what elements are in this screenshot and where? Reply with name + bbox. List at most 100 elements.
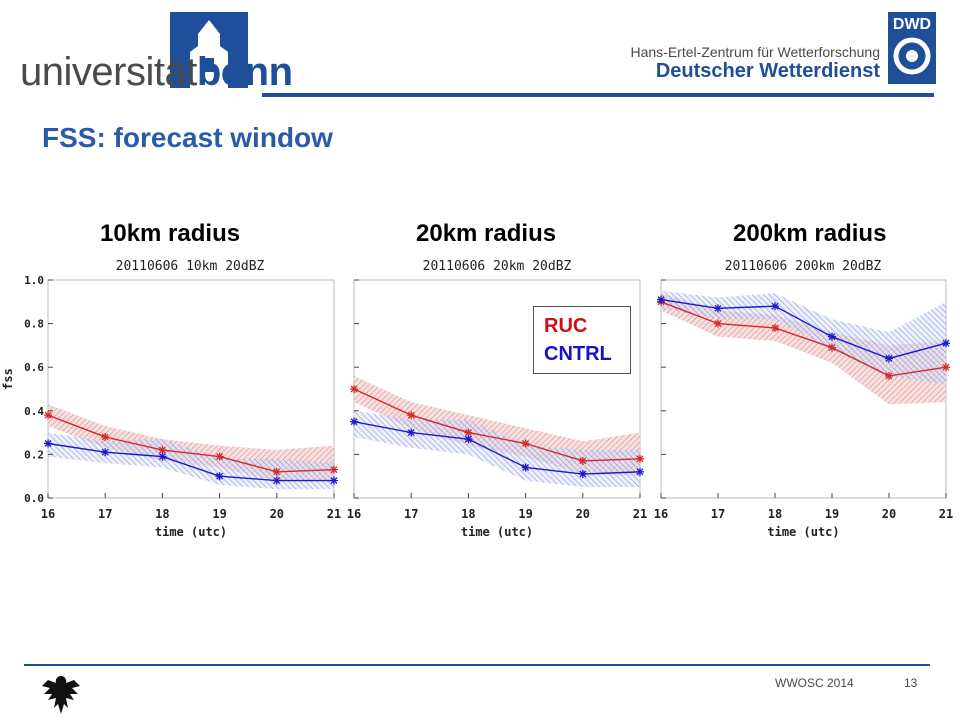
- point-ruc: [521, 439, 530, 448]
- x-axis-label: time (utc): [767, 525, 839, 539]
- point-cntrl: [272, 476, 281, 485]
- legend-cntrl: CNTRL: [544, 343, 612, 365]
- x-tick-label: 20: [270, 507, 284, 521]
- point-ruc: [578, 456, 587, 465]
- slide-title: FSS: forecast window: [42, 122, 333, 153]
- point-ruc: [330, 465, 338, 474]
- dwd-wordmark: Hans-Ertel-Zentrum für Wetterforschung D…: [631, 44, 881, 83]
- footer-conference: WWOSC 2014: [775, 676, 854, 690]
- university-prefix: universität: [20, 50, 197, 94]
- series-line-cntrl: [47, 442, 334, 482]
- x-tick-label: 19: [518, 507, 532, 521]
- chart-2: 20110606 20km 20dBZ 16 17 18 19 20 21 time (utc…: [347, 259, 647, 539]
- point-ruc: [407, 411, 416, 420]
- point-cntrl: [714, 304, 722, 313]
- university-suffix: bonn: [196, 50, 293, 94]
- point-cntrl: [771, 302, 779, 311]
- point-cntrl: [101, 448, 110, 457]
- x-tick-label: 20: [576, 507, 590, 521]
- x-tick-label: 21: [633, 507, 647, 521]
- fss-charts: 20110606 10km 20dBZ 16 17 18 19 20 21 time (utc…: [1, 259, 953, 539]
- point-cntrl: [636, 467, 644, 476]
- y-tick-label: 0.6: [24, 361, 44, 374]
- y-tick-label: 0.8: [24, 318, 44, 331]
- point-cntrl: [521, 463, 530, 472]
- x-tick-label: 19: [825, 507, 839, 521]
- x-tick-label: 16: [347, 507, 361, 521]
- band-ruc: [661, 293, 946, 405]
- y-tick-label: 1.0: [24, 274, 44, 287]
- point-cntrl: [942, 339, 950, 348]
- dwd-swirl-icon: [893, 37, 931, 75]
- x-tick-label: 16: [654, 507, 668, 521]
- x-axis-label: time (utc): [155, 525, 227, 539]
- point-cntrl: [657, 295, 665, 304]
- x-tick-label: 18: [768, 507, 782, 521]
- x-tick-label: 17: [404, 507, 418, 521]
- point-ruc: [885, 371, 893, 380]
- x-tick-label: 17: [98, 507, 112, 521]
- university-wordmark: universitätbonn: [20, 50, 293, 95]
- chart-title: 20110606 10km 20dBZ: [116, 259, 265, 274]
- point-cntrl: [464, 435, 473, 444]
- point-cntrl: [215, 472, 224, 481]
- chart-1: 20110606 10km 20dBZ 16 17 18 19 20 21 time (utc…: [1, 259, 341, 539]
- y-axis-label: fss: [1, 368, 15, 390]
- point-cntrl: [885, 354, 893, 363]
- dwd-logo: DWD: [888, 12, 936, 84]
- dwd-subtitle: Hans-Ertel-Zentrum für Wetterforschung: [630, 44, 881, 60]
- radius-label-10km: 10km radius: [100, 220, 241, 247]
- x-axis-label: time (utc): [461, 525, 533, 539]
- radius-label-20km: 20km radius: [416, 220, 557, 247]
- y-tick-label: 0.4: [24, 405, 44, 418]
- point-cntrl: [578, 470, 587, 479]
- chart-3: 20110606 200km 20dBZ 16 17 18 19 20 21 time (ut…: [654, 259, 953, 539]
- footer-divider: [24, 664, 930, 666]
- series-line-ruc: [353, 388, 641, 462]
- point-ruc: [272, 467, 281, 476]
- point-cntrl: [407, 428, 416, 437]
- series-line-cntrl: [353, 421, 641, 475]
- page-number: 13: [904, 676, 918, 690]
- point-ruc: [350, 385, 358, 393]
- series-line-ruc: [47, 414, 335, 473]
- point-ruc: [714, 319, 722, 328]
- point-ruc: [828, 343, 836, 352]
- header-divider: [262, 93, 934, 97]
- x-tick-label: 18: [155, 507, 169, 521]
- point-ruc: [942, 363, 950, 372]
- x-tick-label: 21: [939, 507, 953, 521]
- point-cntrl: [44, 439, 52, 448]
- point-ruc: [101, 432, 110, 441]
- band-cntrl: [661, 290, 946, 385]
- x-tick-label: 21: [327, 507, 341, 521]
- y-tick-label: 0.2: [24, 448, 44, 461]
- point-cntrl: [158, 452, 167, 461]
- x-tick-label: 19: [212, 507, 226, 521]
- x-tick-label: 20: [882, 507, 896, 521]
- chart-legend: RUC CNTRL: [533, 306, 631, 374]
- point-ruc: [771, 323, 779, 332]
- point-ruc: [636, 454, 644, 463]
- point-cntrl: [330, 476, 338, 485]
- x-tick-label: 17: [711, 507, 725, 521]
- y-tick-label: 0.0: [24, 492, 44, 505]
- point-ruc: [464, 428, 473, 437]
- dwd-name: Deutscher Wetterdienst: [655, 60, 880, 82]
- series-line-ruc: [660, 301, 947, 377]
- dwd-badge: DWD: [892, 16, 932, 33]
- radius-label-200km: 200km radius: [733, 220, 887, 247]
- point-cntrl: [350, 417, 358, 426]
- federal-eagle-icon: [38, 672, 84, 718]
- band-cntrl: [48, 432, 334, 490]
- university-building-icon: [170, 12, 248, 88]
- chart-title: 20110606 200km 20dBZ: [725, 259, 882, 274]
- x-tick-label: 16: [41, 507, 55, 521]
- chart-title: 20110606 20km 20dBZ: [423, 259, 572, 274]
- point-ruc: [215, 452, 224, 461]
- series-line-cntrl: [660, 298, 947, 360]
- legend-ruc: RUC: [544, 315, 588, 337]
- x-tick-label: 18: [461, 507, 475, 521]
- point-ruc: [44, 411, 52, 420]
- point-cntrl: [828, 332, 836, 341]
